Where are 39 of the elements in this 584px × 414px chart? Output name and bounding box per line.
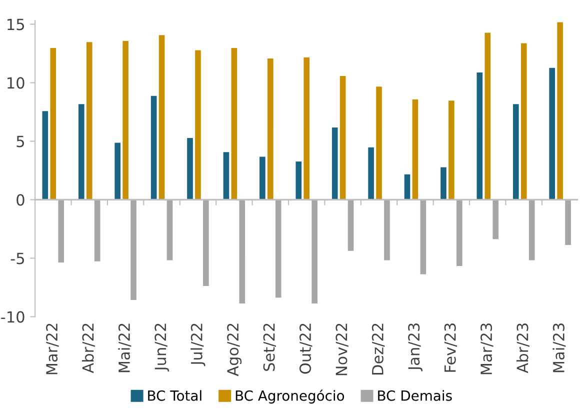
x-tick-label: Jan/23 <box>408 323 422 372</box>
x-tick-label: Nov/22 <box>336 324 348 376</box>
x-tick-label: Mai/23 <box>552 323 566 372</box>
x-tick-label: Out/22 <box>299 324 312 374</box>
legend-label: BC Agronegócio <box>236 390 344 404</box>
y-tick-label: 10 <box>8 77 24 89</box>
x-tick-label: Abr/23 <box>516 323 530 374</box>
x-tick-label: Dez/22 <box>372 324 385 375</box>
bar <box>238 199 246 304</box>
bar <box>166 199 174 261</box>
y-tick-label: 5 <box>16 136 24 148</box>
bar <box>94 199 101 262</box>
x-tick-label: Fev/23 <box>444 323 458 372</box>
bar <box>274 199 282 298</box>
x-tick-label: Set/22 <box>263 324 276 371</box>
bar <box>347 199 354 252</box>
bar <box>420 199 427 275</box>
bar <box>58 199 65 264</box>
bar <box>528 199 536 261</box>
y-tick-label: 0 <box>16 194 24 206</box>
bar <box>383 199 391 261</box>
legend-label: BC Demais <box>378 390 452 401</box>
bar <box>456 199 464 267</box>
x-tick-label: Mar/23 <box>480 323 494 374</box>
x-tick-label: Jul/22 <box>190 324 206 366</box>
bar <box>202 199 210 287</box>
x-tick-label: Mai/22 <box>118 324 132 372</box>
x-tick-label: Abr/22 <box>82 324 95 374</box>
x-tick-label: Jun/22 <box>154 324 170 372</box>
legend-label: BC Total <box>148 390 202 401</box>
y-tick-label: 15 <box>8 18 24 30</box>
bar <box>310 199 318 304</box>
y-tick-label: -5 <box>10 252 24 264</box>
bar <box>130 199 138 301</box>
bar <box>564 199 572 246</box>
y-tick-label: -10 <box>1 311 24 323</box>
bar <box>492 199 500 240</box>
x-tick-label: Mar/22 <box>46 324 59 374</box>
x-tick-label: Ago/22 <box>227 324 242 376</box>
